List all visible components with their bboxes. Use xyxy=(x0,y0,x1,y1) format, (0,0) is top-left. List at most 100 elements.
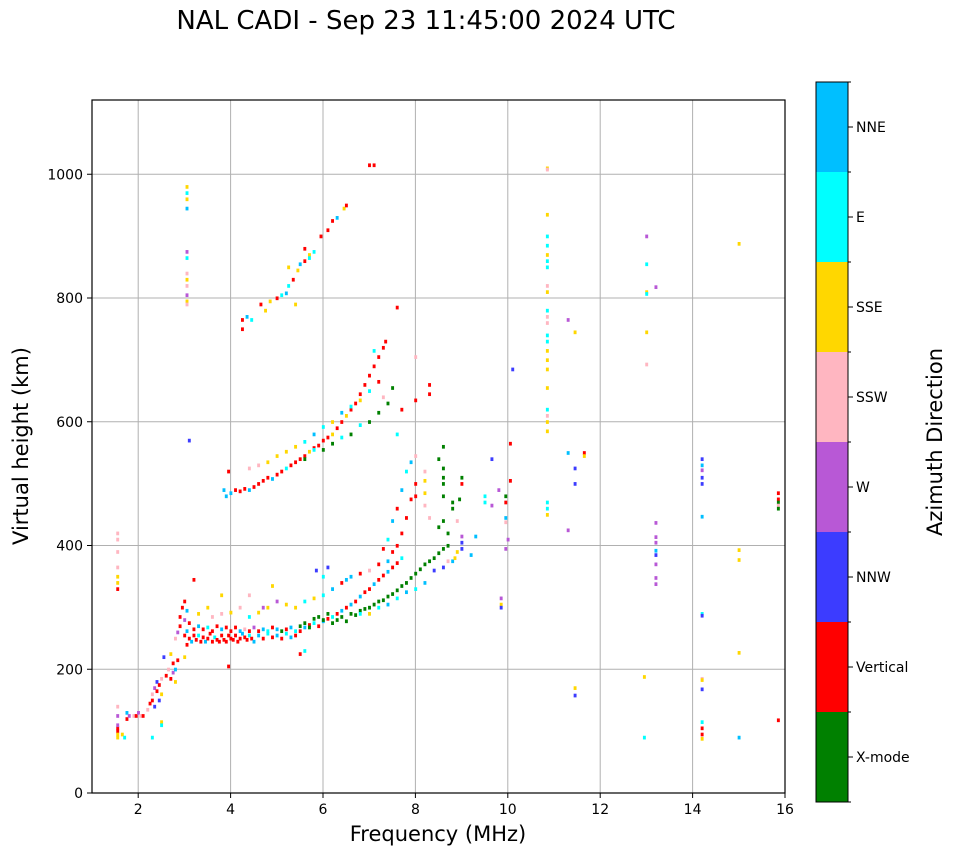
echo-point xyxy=(287,284,291,288)
echo-point xyxy=(261,605,265,610)
echo-point xyxy=(395,432,399,437)
echo-point xyxy=(224,625,228,630)
echo-point xyxy=(176,658,180,663)
echo-point xyxy=(197,624,201,629)
echo-point xyxy=(499,596,503,601)
echo-point xyxy=(298,629,302,634)
echo-point xyxy=(386,569,390,574)
echo-point xyxy=(116,574,120,579)
echo-point xyxy=(545,212,549,217)
echo-point xyxy=(197,633,201,638)
echo-point xyxy=(229,491,233,496)
echo-point xyxy=(545,513,549,517)
echo-point xyxy=(303,454,307,458)
echo-point xyxy=(294,444,298,449)
echo-point xyxy=(432,568,436,573)
echo-point xyxy=(469,553,473,557)
echo-point xyxy=(428,516,432,520)
echo-point xyxy=(321,448,325,452)
echo-point xyxy=(395,543,399,548)
echo-point xyxy=(271,625,274,630)
echo-point xyxy=(185,185,189,189)
echo-point xyxy=(174,667,177,672)
echo-point xyxy=(446,543,450,548)
echo-point xyxy=(737,558,741,562)
echo-point xyxy=(160,720,164,724)
echo-point xyxy=(368,163,371,168)
echo-point xyxy=(381,395,385,400)
y-tick-label: 800 xyxy=(56,291,83,307)
echo-point xyxy=(220,633,224,638)
echo-point xyxy=(210,615,214,619)
echo-point xyxy=(243,627,247,632)
echo-point xyxy=(368,389,371,393)
echo-point xyxy=(441,482,445,486)
echo-point xyxy=(215,638,219,642)
echo-point xyxy=(307,253,311,257)
echo-point xyxy=(428,383,432,387)
echo-point xyxy=(545,253,549,257)
echo-point xyxy=(176,630,180,635)
echo-point xyxy=(545,321,549,325)
echo-point xyxy=(201,635,205,640)
echo-point xyxy=(405,516,408,520)
colorbar-tick-label: X-mode xyxy=(856,750,910,766)
echo-point xyxy=(247,593,251,598)
echo-point xyxy=(289,463,293,468)
colorbar-segment-x-mode xyxy=(816,712,848,802)
echo-point xyxy=(545,358,549,363)
echo-point xyxy=(428,392,432,397)
echo-point xyxy=(776,500,780,505)
y-tick-label: 600 xyxy=(56,415,83,431)
echo-point xyxy=(414,482,418,486)
echo-point xyxy=(234,633,237,638)
echo-point xyxy=(150,735,154,740)
echo-point xyxy=(372,349,376,353)
y-tick-label: 400 xyxy=(56,539,83,555)
echo-point xyxy=(298,624,302,629)
echo-point xyxy=(287,265,291,270)
echo-point xyxy=(400,556,404,561)
echo-point xyxy=(504,547,508,551)
x-tick-label: 4 xyxy=(226,802,235,818)
echo-point xyxy=(259,302,263,307)
echo-point xyxy=(545,315,549,319)
echo-point xyxy=(499,602,503,607)
echo-point xyxy=(183,618,187,622)
echo-point xyxy=(700,678,704,682)
echo-point xyxy=(344,605,348,610)
echo-point xyxy=(474,534,478,539)
echo-point xyxy=(116,726,120,731)
echo-point xyxy=(116,531,120,536)
echo-point xyxy=(391,386,395,390)
echo-point xyxy=(284,449,288,454)
echo-point xyxy=(349,574,353,579)
echo-point xyxy=(545,506,549,511)
echo-point xyxy=(160,723,164,728)
echo-point xyxy=(654,521,658,525)
echo-point xyxy=(545,265,549,270)
echo-point xyxy=(453,556,457,561)
echo-point xyxy=(344,414,348,418)
echo-point xyxy=(199,639,203,644)
echo-point xyxy=(162,655,166,660)
echo-point xyxy=(280,469,284,474)
echo-point xyxy=(423,478,427,483)
echo-point xyxy=(192,633,196,638)
echo-point xyxy=(266,631,270,636)
echo-point xyxy=(654,582,658,587)
x-tick-label: 6 xyxy=(319,802,328,818)
echo-point xyxy=(451,559,455,564)
echo-point xyxy=(377,355,381,359)
echo-point xyxy=(368,587,371,591)
echo-point xyxy=(458,497,462,502)
echo-point xyxy=(573,482,577,486)
echo-point xyxy=(224,494,228,499)
echo-point xyxy=(582,451,586,455)
echo-point xyxy=(312,446,316,450)
echo-point xyxy=(405,581,408,585)
echo-point xyxy=(187,438,191,443)
echo-point xyxy=(331,219,334,223)
echo-point xyxy=(340,420,344,424)
